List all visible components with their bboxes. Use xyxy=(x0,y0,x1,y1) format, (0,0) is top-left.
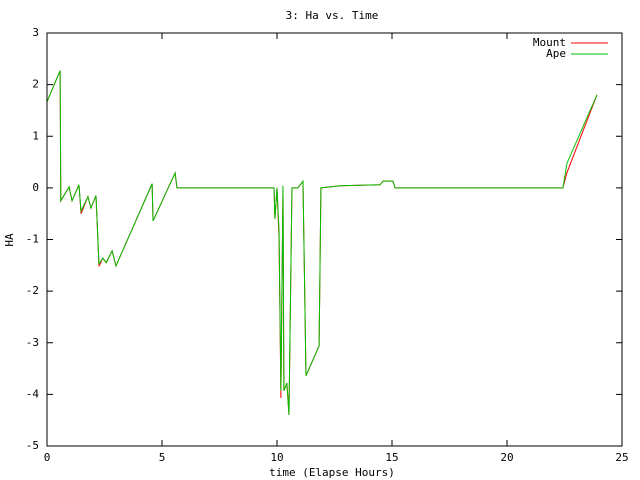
y-axis-label: HA xyxy=(3,233,16,247)
x-axis-label: time (Elapse Hours) xyxy=(269,466,395,479)
y-tick-label: -1 xyxy=(26,233,39,246)
chart-title: 3: Ha vs. Time xyxy=(286,9,379,22)
y-tick-label: -2 xyxy=(26,284,39,297)
x-tick-label: 15 xyxy=(385,451,398,464)
x-tick-label: 0 xyxy=(44,451,51,464)
series-line xyxy=(46,70,598,416)
y-tick-label: -4 xyxy=(26,387,40,400)
y-tick-label: -5 xyxy=(26,439,39,452)
x-tick-label: 25 xyxy=(615,451,628,464)
legend-label: Mount xyxy=(533,36,566,49)
y-tick-label: 3 xyxy=(32,26,39,39)
y-tick-label: 2 xyxy=(32,78,39,91)
legend-label: Ape xyxy=(546,47,566,60)
x-tick-label: 10 xyxy=(270,451,283,464)
x-tick-label: 5 xyxy=(159,451,166,464)
plot-border xyxy=(46,32,623,447)
y-tick-label: 0 xyxy=(32,181,39,194)
y-tick-label: -3 xyxy=(26,336,39,349)
y-tick-label: 1 xyxy=(32,129,39,142)
x-tick-label: 20 xyxy=(500,451,513,464)
